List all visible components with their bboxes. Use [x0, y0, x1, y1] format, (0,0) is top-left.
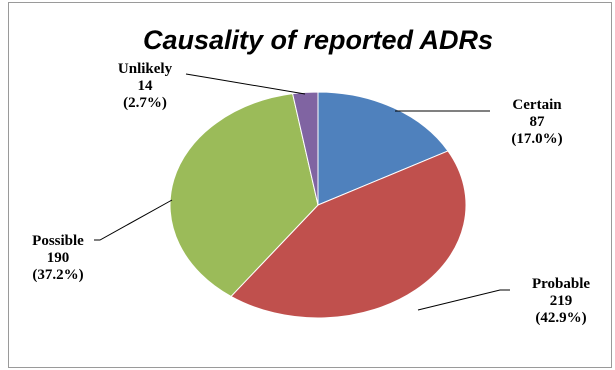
- pie-slice-certain: [317, 91, 449, 206]
- slice-label-value-possible: 190: [47, 250, 70, 266]
- leader-lines: [94, 73, 510, 311]
- leader-line-unlikely: [185, 73, 306, 95]
- slice-label-percent-certain: (17.0%): [511, 131, 562, 147]
- slice-label-value-certain: 87: [530, 114, 546, 130]
- leader-line-probable: [417, 289, 510, 311]
- slice-label-name-certain: Certain: [512, 97, 562, 113]
- slice-label-percent-probable: (42.9%): [535, 310, 586, 326]
- pie-slices: [169, 91, 467, 319]
- slice-label-value-unlikely: 14: [138, 78, 154, 94]
- slice-label-percent-unlikely: (2.7%): [123, 95, 167, 111]
- slice-label-name-possible: Possible: [32, 233, 84, 249]
- slice-label-value-probable: 219: [550, 293, 573, 309]
- pie-slice-possible: [169, 93, 319, 298]
- slice-label-name-probable: Probable: [532, 276, 590, 292]
- pie-slice-unlikely: [291, 91, 319, 206]
- slice-label-percent-possible: (37.2%): [32, 267, 83, 283]
- slice-label-name-unlikely: Unlikely: [118, 61, 173, 77]
- chart-title: Causality of reported ADRs: [143, 25, 493, 55]
- leader-line-possible: [94, 199, 173, 241]
- pie-slice-probable: [230, 150, 467, 319]
